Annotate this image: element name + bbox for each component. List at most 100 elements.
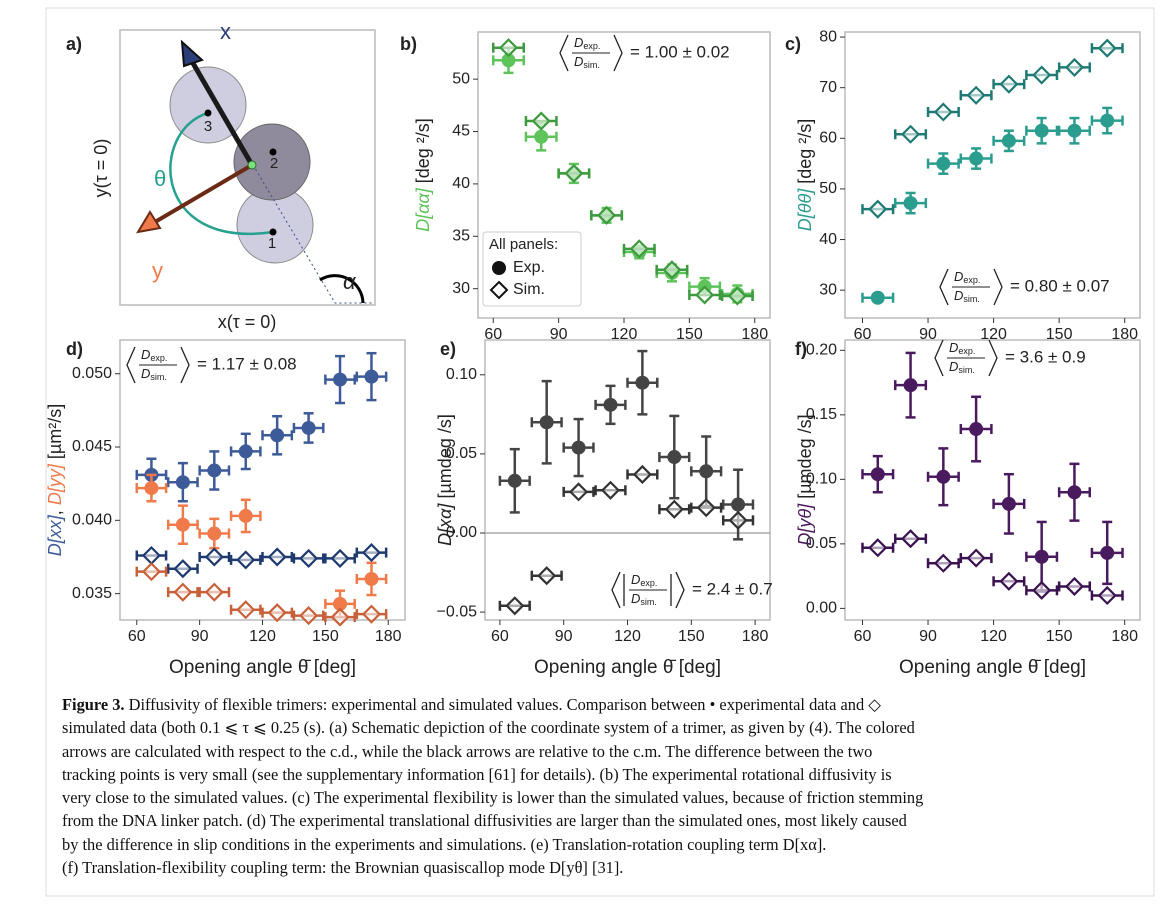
symbol: D bbox=[954, 288, 963, 303]
legend-marker bbox=[489, 280, 509, 300]
particle-center bbox=[204, 109, 212, 117]
caption: Figure 3. Diffusivity of flexible trimer… bbox=[62, 693, 923, 879]
marker bbox=[662, 260, 682, 280]
marker bbox=[1097, 38, 1117, 58]
caption-text: from the DNA linker patch. (d) The exper… bbox=[62, 811, 907, 831]
annotation-value: = 1.00 ± 0.02 bbox=[630, 42, 730, 61]
marker bbox=[141, 545, 161, 566]
symbol: D bbox=[574, 54, 583, 69]
panel-label: d) bbox=[66, 339, 83, 359]
marker bbox=[903, 196, 918, 211]
caption-line: arrows are calculated with respect to th… bbox=[62, 740, 923, 763]
caption-line: simulated data (both 0.1 ⩽ τ ⩽ 0.25 (s).… bbox=[62, 716, 923, 739]
marker bbox=[531, 111, 551, 131]
caption-line: tracking points is very small (see the s… bbox=[62, 763, 923, 786]
y-axis-label: D[αα] [deg ²/s] bbox=[413, 118, 433, 232]
alpha-arc bbox=[319, 274, 365, 304]
y-tick-label: −0.05 bbox=[437, 603, 478, 620]
marker bbox=[144, 481, 159, 496]
x-tick-label: 120 bbox=[614, 628, 641, 645]
legend-label: Sim. bbox=[513, 281, 545, 298]
y-label-part: D[yθ] bbox=[795, 503, 815, 546]
plot-frame bbox=[844, 31, 1141, 319]
marker bbox=[267, 547, 287, 567]
x-tick-label: 90 bbox=[555, 628, 573, 645]
marker bbox=[333, 372, 348, 387]
y-label-part: D[θθ] bbox=[795, 188, 815, 232]
y-label-part: [µmdeg /s] bbox=[435, 414, 455, 503]
bracket bbox=[993, 268, 1003, 306]
diagram-x-label: x(τ = 0) bbox=[218, 312, 277, 332]
marker bbox=[238, 444, 253, 459]
caption-line: (f) Translation-flexibility coupling ter… bbox=[62, 856, 923, 879]
bracket bbox=[934, 339, 944, 377]
y-label-part: [deg ²/s] bbox=[413, 118, 433, 188]
subscript: sim. bbox=[963, 294, 980, 304]
marker bbox=[969, 422, 984, 437]
marker bbox=[236, 600, 256, 620]
x-tick-label: 90 bbox=[919, 326, 937, 343]
subscript: exp. bbox=[150, 353, 167, 363]
y-tick-label: 50 bbox=[819, 180, 837, 197]
marker bbox=[868, 199, 888, 219]
caption-line: by the difference in slip conditions in … bbox=[62, 833, 923, 856]
y-tick-label: 0.045 bbox=[72, 438, 112, 455]
fraction-part: Dexp. bbox=[954, 269, 980, 285]
x-tick-label: 150 bbox=[678, 628, 705, 645]
chart-panel: c) 60 90 120 150 180 30 40 50 60 70 80 D[θθ] [deg ²/… bbox=[785, 28, 1141, 343]
particle-label: 2 bbox=[270, 155, 278, 172]
x-tick-label: 180 bbox=[1111, 326, 1138, 343]
marker bbox=[632, 464, 652, 485]
marker bbox=[299, 548, 319, 568]
bracket bbox=[675, 571, 685, 609]
marker bbox=[1034, 123, 1049, 138]
marker bbox=[299, 606, 319, 626]
subscript: sim. bbox=[150, 372, 167, 382]
center-point bbox=[247, 160, 257, 170]
y-tick-label: 45 bbox=[452, 123, 470, 140]
marker bbox=[728, 510, 748, 530]
panel-label: c) bbox=[785, 34, 801, 54]
y-arrow-body bbox=[153, 163, 254, 224]
y-axis-label: D[xx], D[yy] [µm²/s] bbox=[45, 404, 65, 556]
marker bbox=[173, 559, 193, 579]
y-tick-label: 0.05 bbox=[806, 535, 837, 552]
particle-center bbox=[269, 228, 277, 236]
marker bbox=[603, 397, 618, 412]
fraction-part: Dsim. bbox=[141, 366, 167, 382]
marker bbox=[629, 239, 649, 259]
panel-label: e) bbox=[440, 339, 456, 359]
caption-text: arrows are calculated with respect to th… bbox=[62, 741, 873, 761]
y-tick-label: 0.20 bbox=[806, 342, 837, 359]
annotation-value: = 1.17 ± 0.08 bbox=[197, 354, 297, 373]
y-tick-label: 30 bbox=[452, 280, 470, 297]
marker bbox=[569, 482, 589, 502]
marker bbox=[1100, 113, 1115, 128]
marker bbox=[966, 548, 986, 568]
y-tick-label: 0.10 bbox=[446, 366, 477, 383]
subscript: exp. bbox=[640, 578, 657, 588]
marker bbox=[270, 428, 285, 443]
x-tick-label: 120 bbox=[980, 326, 1007, 343]
marker bbox=[695, 285, 715, 305]
particle bbox=[233, 123, 311, 201]
marker bbox=[667, 450, 682, 465]
y-arrow-head bbox=[136, 210, 162, 234]
theta-label: θ bbox=[154, 166, 166, 191]
marker bbox=[1064, 57, 1085, 77]
fraction-part: Dsim. bbox=[949, 359, 975, 375]
particle-label: 3 bbox=[204, 118, 212, 135]
y-tick-label: 0.050 bbox=[72, 365, 112, 382]
caption-text: (f) Translation-flexibility coupling ter… bbox=[62, 858, 624, 878]
y-label-part: , bbox=[45, 505, 65, 515]
x-tick-label: 150 bbox=[1046, 326, 1073, 343]
subscript: exp. bbox=[963, 275, 980, 285]
x-tick-label: 60 bbox=[491, 628, 509, 645]
symbol: D bbox=[954, 269, 963, 284]
marker bbox=[267, 603, 287, 623]
fraction-part: Dexp. bbox=[574, 35, 600, 51]
y-tick-label: 30 bbox=[819, 281, 837, 298]
chart-panel: d) 60 90 120 150 180 0.035 0.040 0.045 0.050 D[xx]… bbox=[45, 339, 406, 678]
symbol: D bbox=[949, 340, 958, 355]
